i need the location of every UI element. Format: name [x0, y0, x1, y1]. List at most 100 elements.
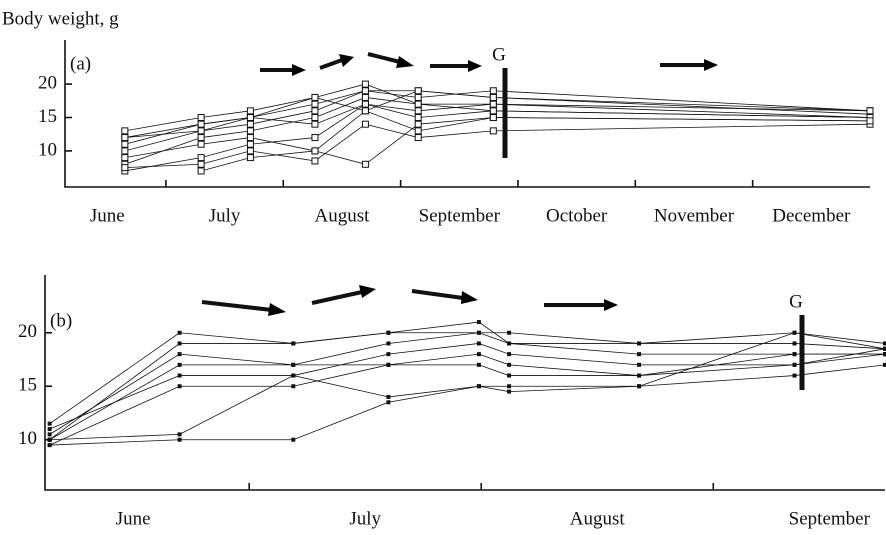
data-point: [386, 341, 391, 346]
data-point: [414, 100, 422, 108]
data-point: [197, 167, 205, 175]
data-point: [361, 87, 369, 95]
data-point: [507, 330, 512, 335]
data-point: [197, 134, 205, 142]
data-point: [311, 157, 319, 165]
series-line: [124, 110, 871, 158]
x-tick-label: August: [314, 205, 370, 226]
data-point: [637, 373, 642, 378]
series-line: [124, 103, 871, 145]
data-point: [246, 154, 254, 162]
group-label: G: [789, 291, 803, 312]
y-axis-label: Body weight, g: [2, 8, 119, 29]
data-point: [361, 100, 369, 108]
data-point: [121, 154, 129, 162]
arrows-a: [260, 52, 718, 76]
data-point: [177, 432, 182, 437]
axes: [64, 40, 870, 188]
data-point: [177, 437, 182, 442]
data-point: [311, 93, 319, 101]
data-point: [121, 140, 129, 148]
data-point: [246, 134, 254, 142]
data-point: [291, 373, 296, 378]
data-point: [121, 134, 129, 142]
data-point: [507, 389, 512, 394]
x-tick-label: September: [789, 508, 871, 529]
series-line: [49, 348, 886, 441]
data-point: [121, 164, 129, 172]
data-point: [866, 117, 874, 125]
data-point: [883, 352, 886, 357]
panel-label: (a): [70, 53, 91, 74]
data-point: [177, 330, 182, 335]
y-tick-label: 20: [38, 72, 57, 93]
x-tick-label: June: [116, 508, 151, 529]
data-point: [414, 93, 422, 101]
data-point: [476, 330, 481, 335]
data-point: [476, 384, 481, 389]
data-point: [476, 362, 481, 367]
series-line: [124, 90, 871, 138]
data-point: [476, 352, 481, 357]
panel-label: (b): [50, 310, 72, 331]
data-point: [476, 341, 481, 346]
data-point: [47, 427, 52, 432]
series-line: [49, 364, 886, 441]
data-point: [47, 432, 52, 437]
data-point: [414, 134, 422, 142]
data-point: [507, 373, 512, 378]
data-point: [414, 120, 422, 128]
y-tick-label: 15: [38, 106, 57, 127]
data-point: [386, 352, 391, 357]
data-point: [792, 341, 797, 346]
data-point: [121, 147, 129, 155]
data-point: [489, 127, 497, 135]
data-point: [414, 87, 422, 95]
data-point: [414, 114, 422, 122]
data-point: [311, 120, 319, 128]
data-point: [637, 384, 642, 389]
data-point: [197, 120, 205, 128]
data-point: [489, 107, 497, 115]
x-tick-label: December: [772, 205, 851, 226]
data-point: [177, 373, 182, 378]
data-point: [246, 114, 254, 122]
series-line: [124, 123, 871, 169]
data-point: [637, 352, 642, 357]
data-point: [311, 107, 319, 115]
data-point: [246, 120, 254, 128]
data-point: [637, 341, 642, 346]
data-point: [291, 362, 296, 367]
data-point: [197, 160, 205, 168]
data-point: [246, 147, 254, 155]
series-line: [49, 321, 886, 441]
data-point: [489, 114, 497, 122]
data-point: [197, 114, 205, 122]
data-point: [361, 120, 369, 128]
data-point: [866, 107, 874, 115]
data-point: [121, 127, 129, 135]
data-point: [386, 400, 391, 405]
data-point: [197, 154, 205, 162]
data-point: [197, 140, 205, 148]
series-line: [124, 90, 871, 152]
data-point: [637, 362, 642, 367]
data-point: [361, 80, 369, 88]
series-line: [49, 332, 886, 446]
y-tick-label: 10: [38, 139, 57, 160]
x-tick-label: November: [654, 205, 735, 226]
series-line: [124, 103, 871, 172]
data-point: [507, 341, 512, 346]
x-tick-label: June: [90, 205, 125, 226]
data-point: [414, 107, 422, 115]
y-tick-label: 20: [18, 321, 37, 342]
data-point: [883, 346, 886, 351]
x-tick-label: July: [349, 508, 381, 529]
x-tick-label: July: [209, 205, 241, 226]
data-point: [386, 330, 391, 335]
data-point: [386, 362, 391, 367]
data-point: [197, 127, 205, 135]
data-point: [792, 352, 797, 357]
data-point: [246, 107, 254, 115]
